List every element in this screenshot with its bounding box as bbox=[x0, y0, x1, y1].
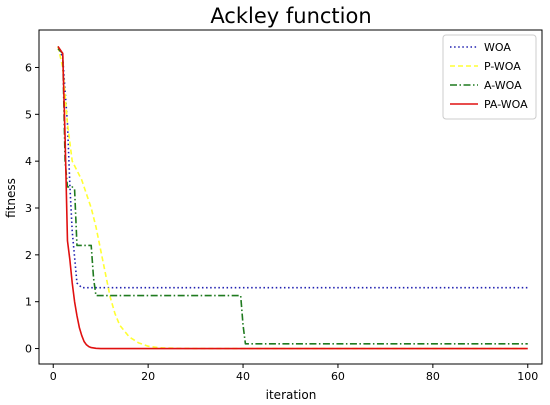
series-lines bbox=[57, 45, 528, 350]
y-tick-label: 2 bbox=[25, 249, 32, 262]
x-axis-ticks: 0 20 40 60 80 100 bbox=[50, 364, 538, 383]
legend-label-a-woa: A-WOA bbox=[484, 79, 522, 92]
y-tick-label: 1 bbox=[25, 296, 32, 309]
y-tick-label: 3 bbox=[25, 202, 32, 215]
series-line-pa-woa bbox=[57, 45, 528, 350]
y-tick-label: 0 bbox=[25, 343, 32, 356]
legend-label-p-woa: P-WOA bbox=[484, 60, 521, 73]
x-tick-label: 40 bbox=[236, 370, 250, 383]
legend-label-woa: WOA bbox=[484, 41, 511, 54]
plot-layer bbox=[57, 45, 528, 350]
y-axis-ticks: 0 1 2 3 4 5 6 bbox=[25, 61, 39, 356]
series-line-woa bbox=[57, 46, 528, 289]
legend-label-pa-woa: PA-WOA bbox=[484, 98, 528, 111]
x-tick-label: 100 bbox=[517, 370, 538, 383]
series-line-a-woa bbox=[57, 48, 528, 345]
x-axis-label: iteration bbox=[266, 388, 317, 402]
y-tick-label: 6 bbox=[25, 61, 32, 74]
x-tick-label: 0 bbox=[50, 370, 57, 383]
plot-frame bbox=[38, 29, 543, 365]
x-tick-label: 60 bbox=[331, 370, 345, 383]
y-tick-label: 4 bbox=[25, 155, 32, 168]
legend-box bbox=[442, 34, 537, 120]
y-axis-label: fitness bbox=[4, 178, 18, 218]
chart-title: Ackley function bbox=[210, 4, 371, 28]
y-tick-label: 5 bbox=[25, 108, 32, 121]
x-tick-label: 20 bbox=[141, 370, 155, 383]
legend: WOA P-WOA A-WOA PA-WOA bbox=[442, 34, 537, 120]
x-tick-label: 80 bbox=[426, 370, 440, 383]
